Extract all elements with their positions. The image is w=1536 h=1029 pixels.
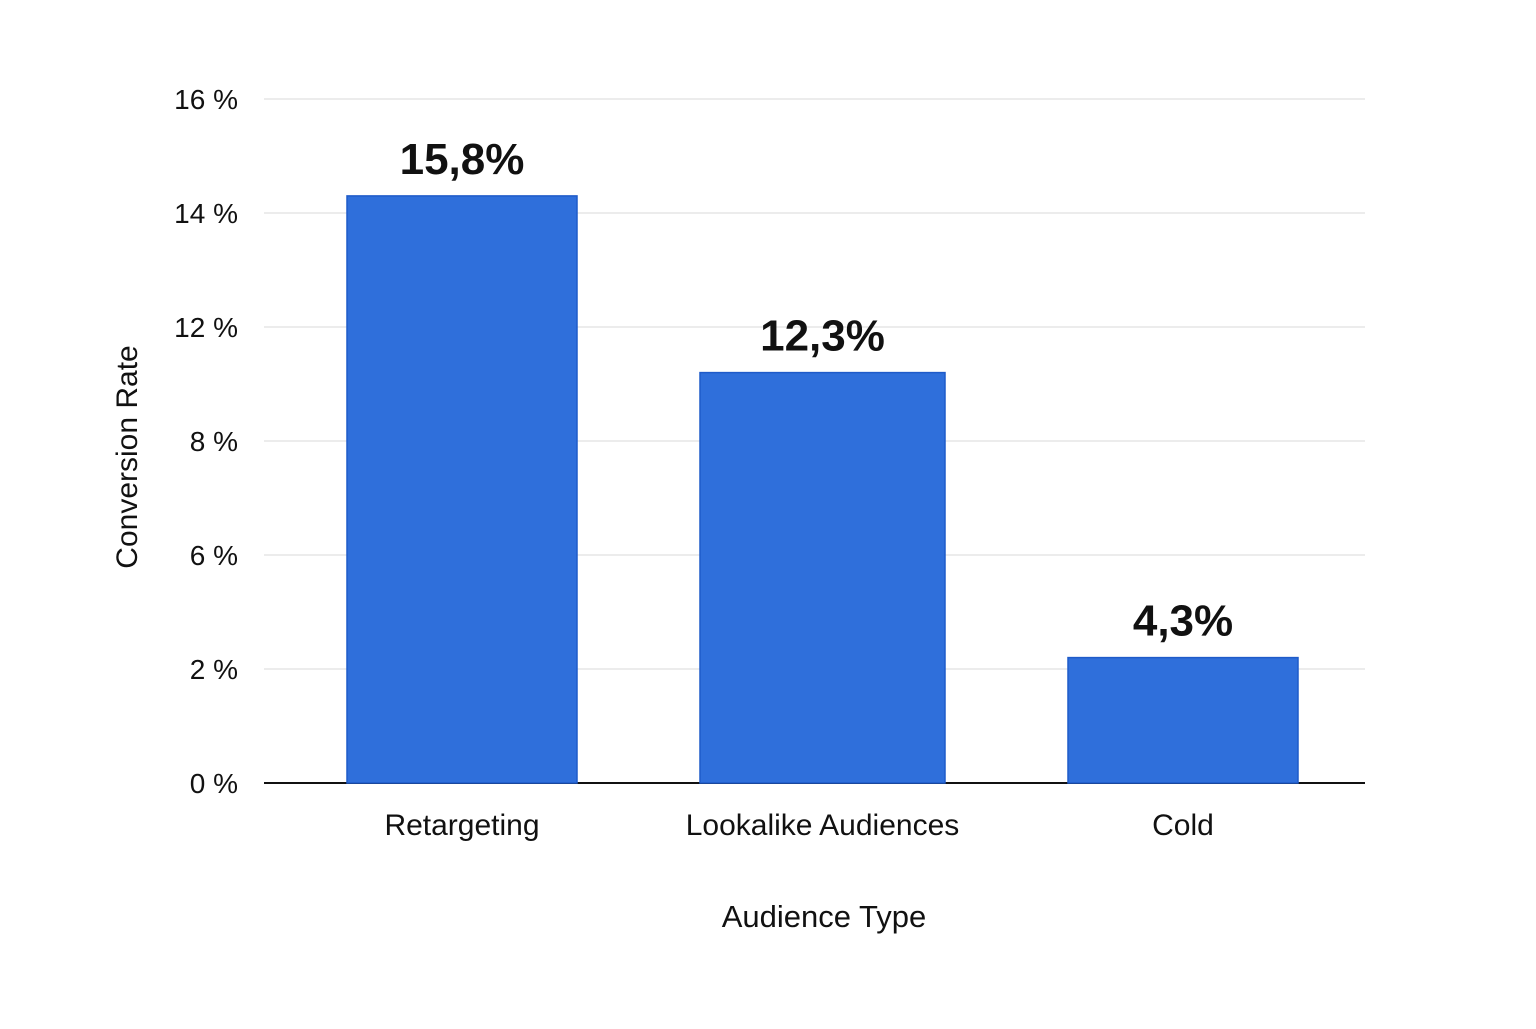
data-label: 4,3% bbox=[1133, 597, 1233, 646]
bar bbox=[1067, 656, 1299, 784]
bar bbox=[346, 195, 578, 784]
y-tick-label: 16 % bbox=[174, 84, 238, 115]
y-axis-title: Conversion Rate bbox=[111, 345, 144, 568]
x-tick-label: Cold bbox=[1152, 809, 1214, 842]
data-label: 12,3% bbox=[760, 312, 885, 361]
y-tick-label: 14 % bbox=[174, 198, 238, 229]
data-label: 15,8% bbox=[400, 135, 525, 184]
y-tick-label: 0 % bbox=[190, 768, 238, 799]
y-tick-label: 6 % bbox=[190, 540, 238, 571]
y-tick-label: 12 % bbox=[174, 312, 238, 343]
y-tick-label: 2 % bbox=[190, 654, 238, 685]
x-tick-label: Retargeting bbox=[384, 809, 539, 842]
x-tick-label: Lookalike Audiences bbox=[686, 809, 960, 842]
x-axis-title: Audience Type bbox=[722, 899, 927, 934]
y-tick-label: 8 % bbox=[190, 426, 238, 457]
bar bbox=[699, 371, 946, 784]
